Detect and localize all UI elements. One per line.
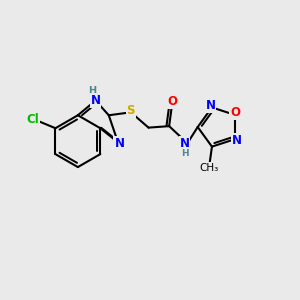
Text: O: O: [167, 95, 177, 108]
Text: N: N: [179, 137, 190, 150]
Text: CH₃: CH₃: [200, 163, 219, 173]
Text: N: N: [232, 134, 242, 147]
Text: S: S: [127, 104, 135, 117]
Text: N: N: [91, 94, 100, 107]
Text: H: H: [181, 149, 188, 158]
Text: O: O: [230, 106, 240, 119]
Text: Cl: Cl: [26, 113, 39, 126]
Text: H: H: [88, 86, 97, 96]
Text: N: N: [206, 100, 215, 112]
Text: N: N: [114, 137, 124, 150]
